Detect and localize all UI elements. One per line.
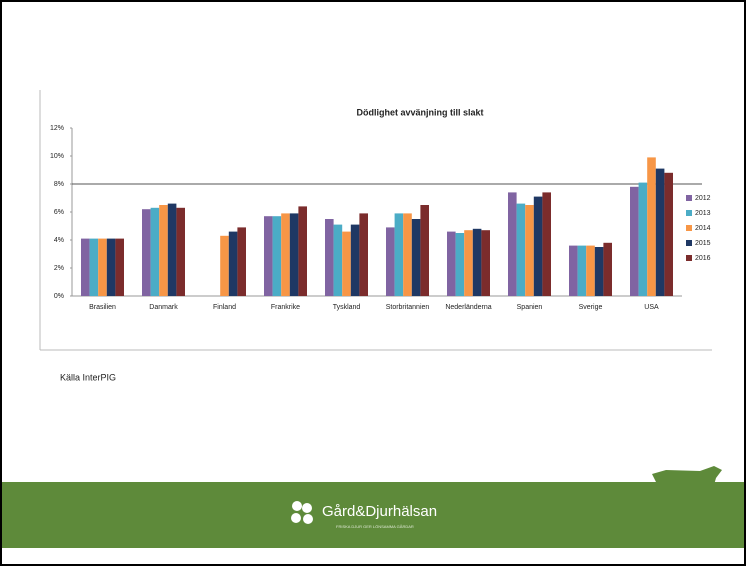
bar (98, 238, 107, 296)
bar (325, 219, 334, 296)
y-tick-label: 12% (50, 125, 64, 132)
bar (481, 230, 490, 296)
legend-swatch (686, 255, 692, 261)
chart-title: Dödlighet avvänjning till slakt (356, 107, 483, 117)
legend-swatch (686, 195, 692, 201)
pig-icon (652, 466, 722, 494)
x-tick-label: Brasilien (89, 304, 116, 311)
bar (542, 192, 551, 296)
x-tick-label: Finland (213, 304, 236, 311)
bar (150, 207, 160, 296)
bar (237, 227, 246, 296)
bar (264, 216, 273, 296)
y-tick-label: 6% (54, 209, 64, 216)
x-tick-label: Tyskland (333, 304, 361, 311)
bar (403, 213, 412, 296)
footer-tagline: FRISKA DJUR GER LÖNSAMMA GÅRDAR (336, 524, 414, 529)
bar (447, 231, 456, 296)
x-tick-label: Storbritannien (386, 304, 430, 311)
bar (603, 242, 612, 296)
bar (228, 231, 238, 296)
bar (159, 205, 168, 296)
x-tick-label: Nederländerna (445, 304, 491, 311)
x-tick-label: Danmark (149, 304, 178, 311)
x-tick-label: Spanien (517, 304, 543, 311)
legend-label: 2014 (695, 225, 711, 232)
footer-brand: Gård&Djurhälsan (322, 503, 437, 520)
bar (289, 213, 299, 296)
legend-swatch (686, 240, 692, 246)
bar (281, 213, 290, 296)
bar (298, 206, 307, 296)
bar (655, 168, 665, 296)
y-tick-label: 4% (54, 237, 64, 244)
bar (115, 238, 124, 296)
bar (176, 207, 185, 296)
bar (594, 247, 604, 296)
x-tick-label: Sverige (579, 304, 603, 311)
bar (142, 209, 151, 296)
y-tick-label: 10% (50, 153, 64, 160)
legend-label: 2013 (695, 210, 711, 217)
footer-band (2, 482, 744, 548)
bar (167, 203, 177, 296)
legend-label: 2012 (695, 195, 711, 202)
bar (350, 224, 360, 296)
y-tick-label: 2% (54, 265, 64, 272)
logo-icon (291, 501, 313, 524)
x-tick-label: Frankrike (271, 304, 300, 311)
bar (647, 157, 656, 296)
bar (577, 245, 587, 296)
bar (569, 245, 578, 296)
bar (89, 238, 99, 296)
bar (586, 245, 595, 296)
x-tick-label: USA (644, 304, 659, 311)
y-tick-label: 8% (54, 181, 64, 188)
bar (81, 238, 90, 296)
bar (630, 186, 639, 296)
y-tick-label: 0% (54, 293, 64, 300)
bar (359, 213, 368, 296)
bar (455, 233, 465, 296)
bar (420, 205, 429, 296)
bar (516, 203, 526, 296)
bar (333, 224, 343, 296)
bar (664, 172, 673, 296)
legend-swatch (686, 225, 692, 231)
legend-label: 2016 (695, 255, 711, 262)
bar (638, 182, 648, 296)
bar (386, 227, 395, 296)
bar (394, 213, 404, 296)
legend-label: 2015 (695, 240, 711, 247)
bar (220, 235, 229, 296)
bar (106, 238, 116, 296)
bar (342, 231, 351, 296)
legend-swatch (686, 210, 692, 216)
bar (472, 228, 482, 296)
bar (272, 216, 282, 296)
source-note: Källa InterPIG (60, 372, 116, 382)
bar (464, 230, 473, 296)
bar (533, 196, 543, 296)
bar (525, 205, 534, 296)
bar (508, 192, 517, 296)
bar (411, 219, 421, 296)
